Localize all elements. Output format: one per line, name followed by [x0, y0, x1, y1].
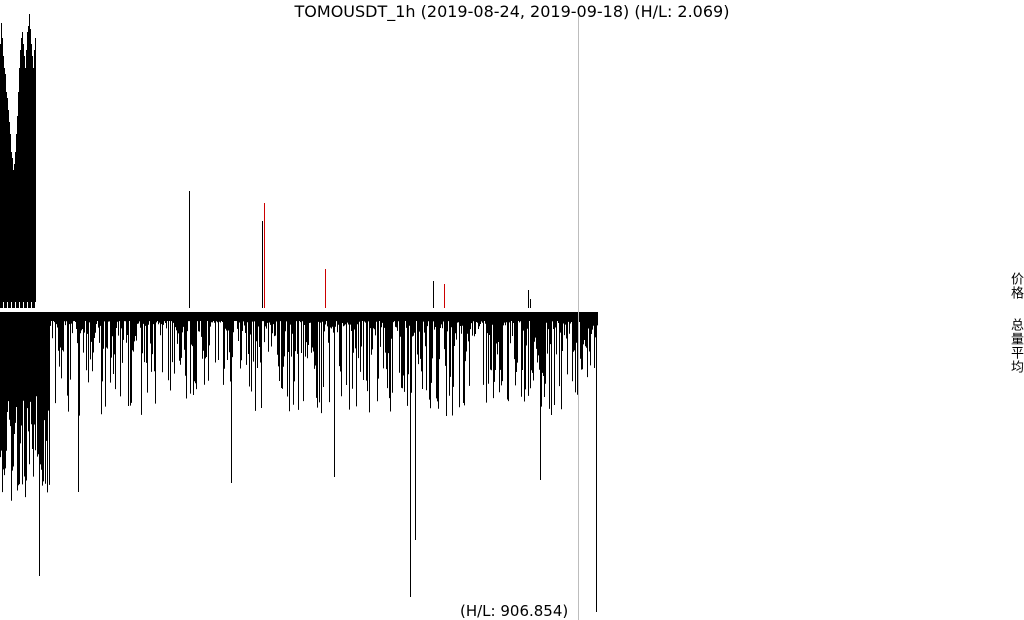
- volume-hl-label: (H/L: 906.854): [460, 602, 569, 620]
- volume-panel-label: 总量平均: [1008, 318, 1023, 374]
- price-panel: [0, 14, 531, 308]
- volume-panel: [0, 312, 598, 612]
- price-panel-label: 价格: [1008, 272, 1023, 300]
- chart-title: TOMOUSDT_1h (2019-08-24, 2019-09-18) (H/…: [294, 2, 730, 21]
